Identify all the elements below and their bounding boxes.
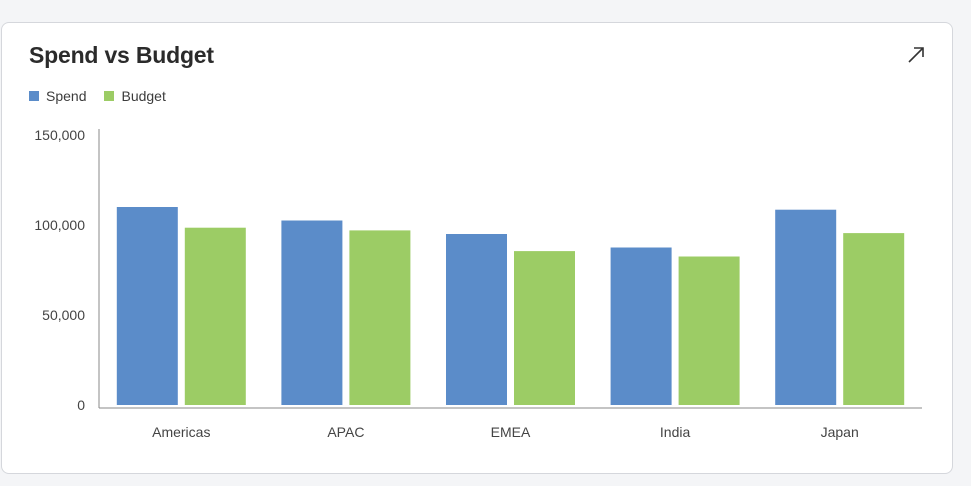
x-tick-label: Americas [152, 424, 210, 440]
bar-spend-india[interactable] [610, 247, 672, 406]
bar-spend-emea[interactable] [446, 234, 507, 405]
x-tick-label: APAC [327, 424, 364, 440]
y-tick-label: 50,000 [42, 307, 85, 323]
legend-label-budget: Budget [121, 88, 166, 104]
legend-swatch-budget [104, 91, 115, 101]
x-tick-label: Japan [821, 424, 859, 440]
bar-budget-india[interactable] [678, 256, 740, 406]
bar-budget-japan[interactable] [843, 233, 905, 405]
chart-title: Spend vs Budget [29, 42, 214, 68]
expand-arrow-icon[interactable] [906, 45, 926, 65]
y-tick-label: 100,000 [34, 217, 85, 233]
bar-chart: 0 50,000 100,000 150,000 Americas APAC EMEA Ind… [34, 127, 922, 440]
bar-spend-americas[interactable] [116, 207, 178, 405]
y-tick-label: 0 [77, 397, 85, 413]
bar-budget-americas[interactable] [184, 227, 246, 405]
chart-card: Spend vs Budget Spend Budget 0 50,000 100,… [1, 22, 953, 474]
bar-budget-emea[interactable] [514, 251, 575, 405]
x-tick-label: India [660, 424, 691, 440]
bar-spend-apac[interactable] [281, 220, 343, 406]
legend-item-budget[interactable]: Budget [104, 88, 166, 104]
legend-item-spend[interactable]: Spend [29, 88, 86, 104]
legend-label-spend: Spend [46, 88, 87, 104]
chart-legend: Spend Budget [29, 88, 184, 104]
bar-spend-japan[interactable] [775, 209, 837, 405]
legend-swatch-spend [29, 91, 39, 101]
y-tick-label: 150,000 [34, 127, 85, 143]
bar-budget-apac[interactable] [349, 230, 411, 405]
x-tick-label: EMEA [491, 424, 531, 440]
